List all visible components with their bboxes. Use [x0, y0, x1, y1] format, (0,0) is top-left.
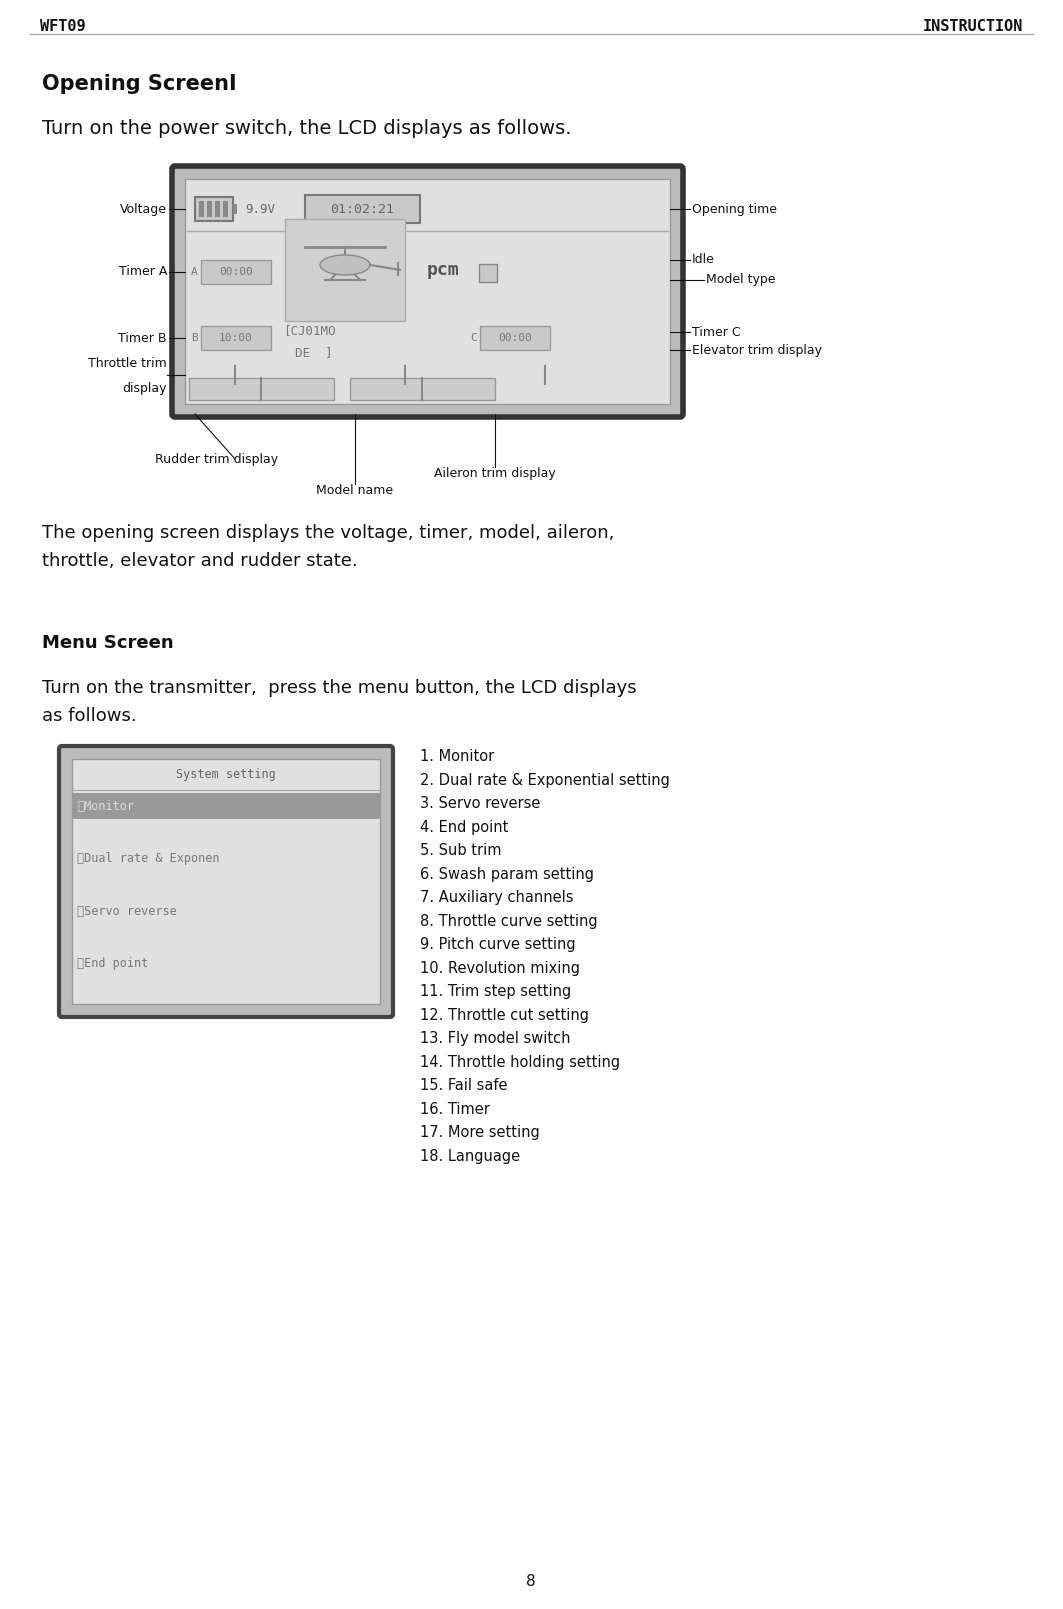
- Text: System setting: System setting: [176, 767, 276, 780]
- Text: as follows.: as follows.: [43, 706, 137, 726]
- Bar: [201, 261, 271, 283]
- Text: Aileron trim display: Aileron trim display: [434, 467, 556, 479]
- Text: Menu Screen: Menu Screen: [43, 634, 173, 652]
- Text: Throttle trim: Throttle trim: [88, 357, 167, 370]
- Text: 8. Throttle curve setting: 8. Throttle curve setting: [420, 914, 597, 928]
- Bar: [223, 201, 227, 217]
- Bar: [285, 219, 405, 320]
- Text: ①Monitor: ①Monitor: [77, 800, 134, 813]
- Bar: [72, 759, 379, 1004]
- Text: WFT09: WFT09: [40, 19, 86, 34]
- Text: ③Servo reverse: ③Servo reverse: [77, 904, 176, 917]
- Text: Opening ScreenI: Opening ScreenI: [43, 74, 237, 93]
- Ellipse shape: [320, 254, 370, 275]
- Text: 6. Swash param setting: 6. Swash param setting: [420, 867, 594, 882]
- Text: Idle: Idle: [692, 253, 715, 267]
- Text: DE  ]: DE ]: [296, 346, 333, 359]
- Text: 15. Fail safe: 15. Fail safe: [420, 1078, 507, 1093]
- Text: 7. Auxiliary channels: 7. Auxiliary channels: [420, 890, 574, 904]
- FancyBboxPatch shape: [60, 747, 393, 1017]
- Text: Timer C: Timer C: [692, 325, 741, 338]
- Bar: [479, 264, 497, 282]
- Text: 1. Monitor: 1. Monitor: [420, 750, 494, 764]
- Text: 5. Sub trim: 5. Sub trim: [420, 843, 502, 858]
- Text: 00:00: 00:00: [499, 333, 532, 343]
- Text: 10. Revolution mixing: 10. Revolution mixing: [420, 961, 580, 975]
- Text: Opening time: Opening time: [692, 203, 777, 216]
- Text: Turn on the power switch, the LCD displays as follows.: Turn on the power switch, the LCD displa…: [43, 119, 572, 138]
- Text: pcm: pcm: [427, 261, 459, 278]
- Text: 2. Dual rate & Exponential setting: 2. Dual rate & Exponential setting: [420, 772, 670, 787]
- Bar: [189, 378, 334, 401]
- Bar: [72, 793, 379, 819]
- Bar: [185, 179, 670, 404]
- Bar: [350, 378, 495, 401]
- Text: Turn on the transmitter,  press the menu button, the LCD displays: Turn on the transmitter, press the menu …: [43, 679, 637, 697]
- Text: 00:00: 00:00: [219, 267, 253, 277]
- Text: 14. Throttle holding setting: 14. Throttle holding setting: [420, 1054, 620, 1070]
- Text: Model type: Model type: [706, 274, 776, 286]
- Text: ④End point: ④End point: [77, 957, 148, 970]
- Text: The opening screen displays the voltage, timer, model, aileron,: The opening screen displays the voltage,…: [43, 525, 614, 542]
- Text: Voltage: Voltage: [120, 203, 167, 216]
- Text: throttle, elevator and rudder state.: throttle, elevator and rudder state.: [43, 552, 357, 570]
- Bar: [305, 195, 420, 224]
- Text: 12. Throttle cut setting: 12. Throttle cut setting: [420, 1007, 589, 1022]
- Text: 01:02:21: 01:02:21: [331, 203, 394, 216]
- Text: 16. Timer: 16. Timer: [420, 1102, 490, 1117]
- Bar: [201, 327, 271, 351]
- Bar: [199, 201, 204, 217]
- Text: 4. End point: 4. End point: [420, 819, 508, 835]
- Text: Timer B: Timer B: [118, 331, 167, 344]
- Text: 10:00: 10:00: [219, 333, 253, 343]
- Text: Timer A: Timer A: [119, 265, 167, 278]
- Text: 9. Pitch curve setting: 9. Pitch curve setting: [420, 936, 576, 953]
- Bar: [195, 196, 233, 220]
- Text: Rudder trim display: Rudder trim display: [155, 452, 279, 465]
- Text: INSTRUCTION: INSTRUCTION: [923, 19, 1023, 34]
- Bar: [215, 201, 220, 217]
- Text: [CJ01MO: [CJ01MO: [283, 323, 336, 336]
- Text: 13. Fly model switch: 13. Fly model switch: [420, 1031, 571, 1046]
- Text: 9.9V: 9.9V: [244, 203, 275, 216]
- Text: 3. Servo reverse: 3. Servo reverse: [420, 796, 540, 811]
- Text: 17. More setting: 17. More setting: [420, 1125, 540, 1141]
- Text: display: display: [122, 381, 167, 394]
- Text: 18. Language: 18. Language: [420, 1149, 520, 1163]
- Text: A: A: [191, 267, 198, 277]
- Text: C: C: [470, 333, 476, 343]
- Text: 11. Trim step setting: 11. Trim step setting: [420, 985, 571, 999]
- Text: 8: 8: [526, 1574, 536, 1588]
- FancyBboxPatch shape: [172, 166, 684, 417]
- Bar: [207, 201, 212, 217]
- Bar: [233, 204, 237, 214]
- Text: B: B: [191, 333, 198, 343]
- Text: Elevator trim display: Elevator trim display: [692, 344, 822, 357]
- Bar: [480, 327, 550, 351]
- Text: ②Dual rate & Exponen: ②Dual rate & Exponen: [77, 853, 219, 866]
- Text: Model name: Model name: [317, 484, 393, 497]
